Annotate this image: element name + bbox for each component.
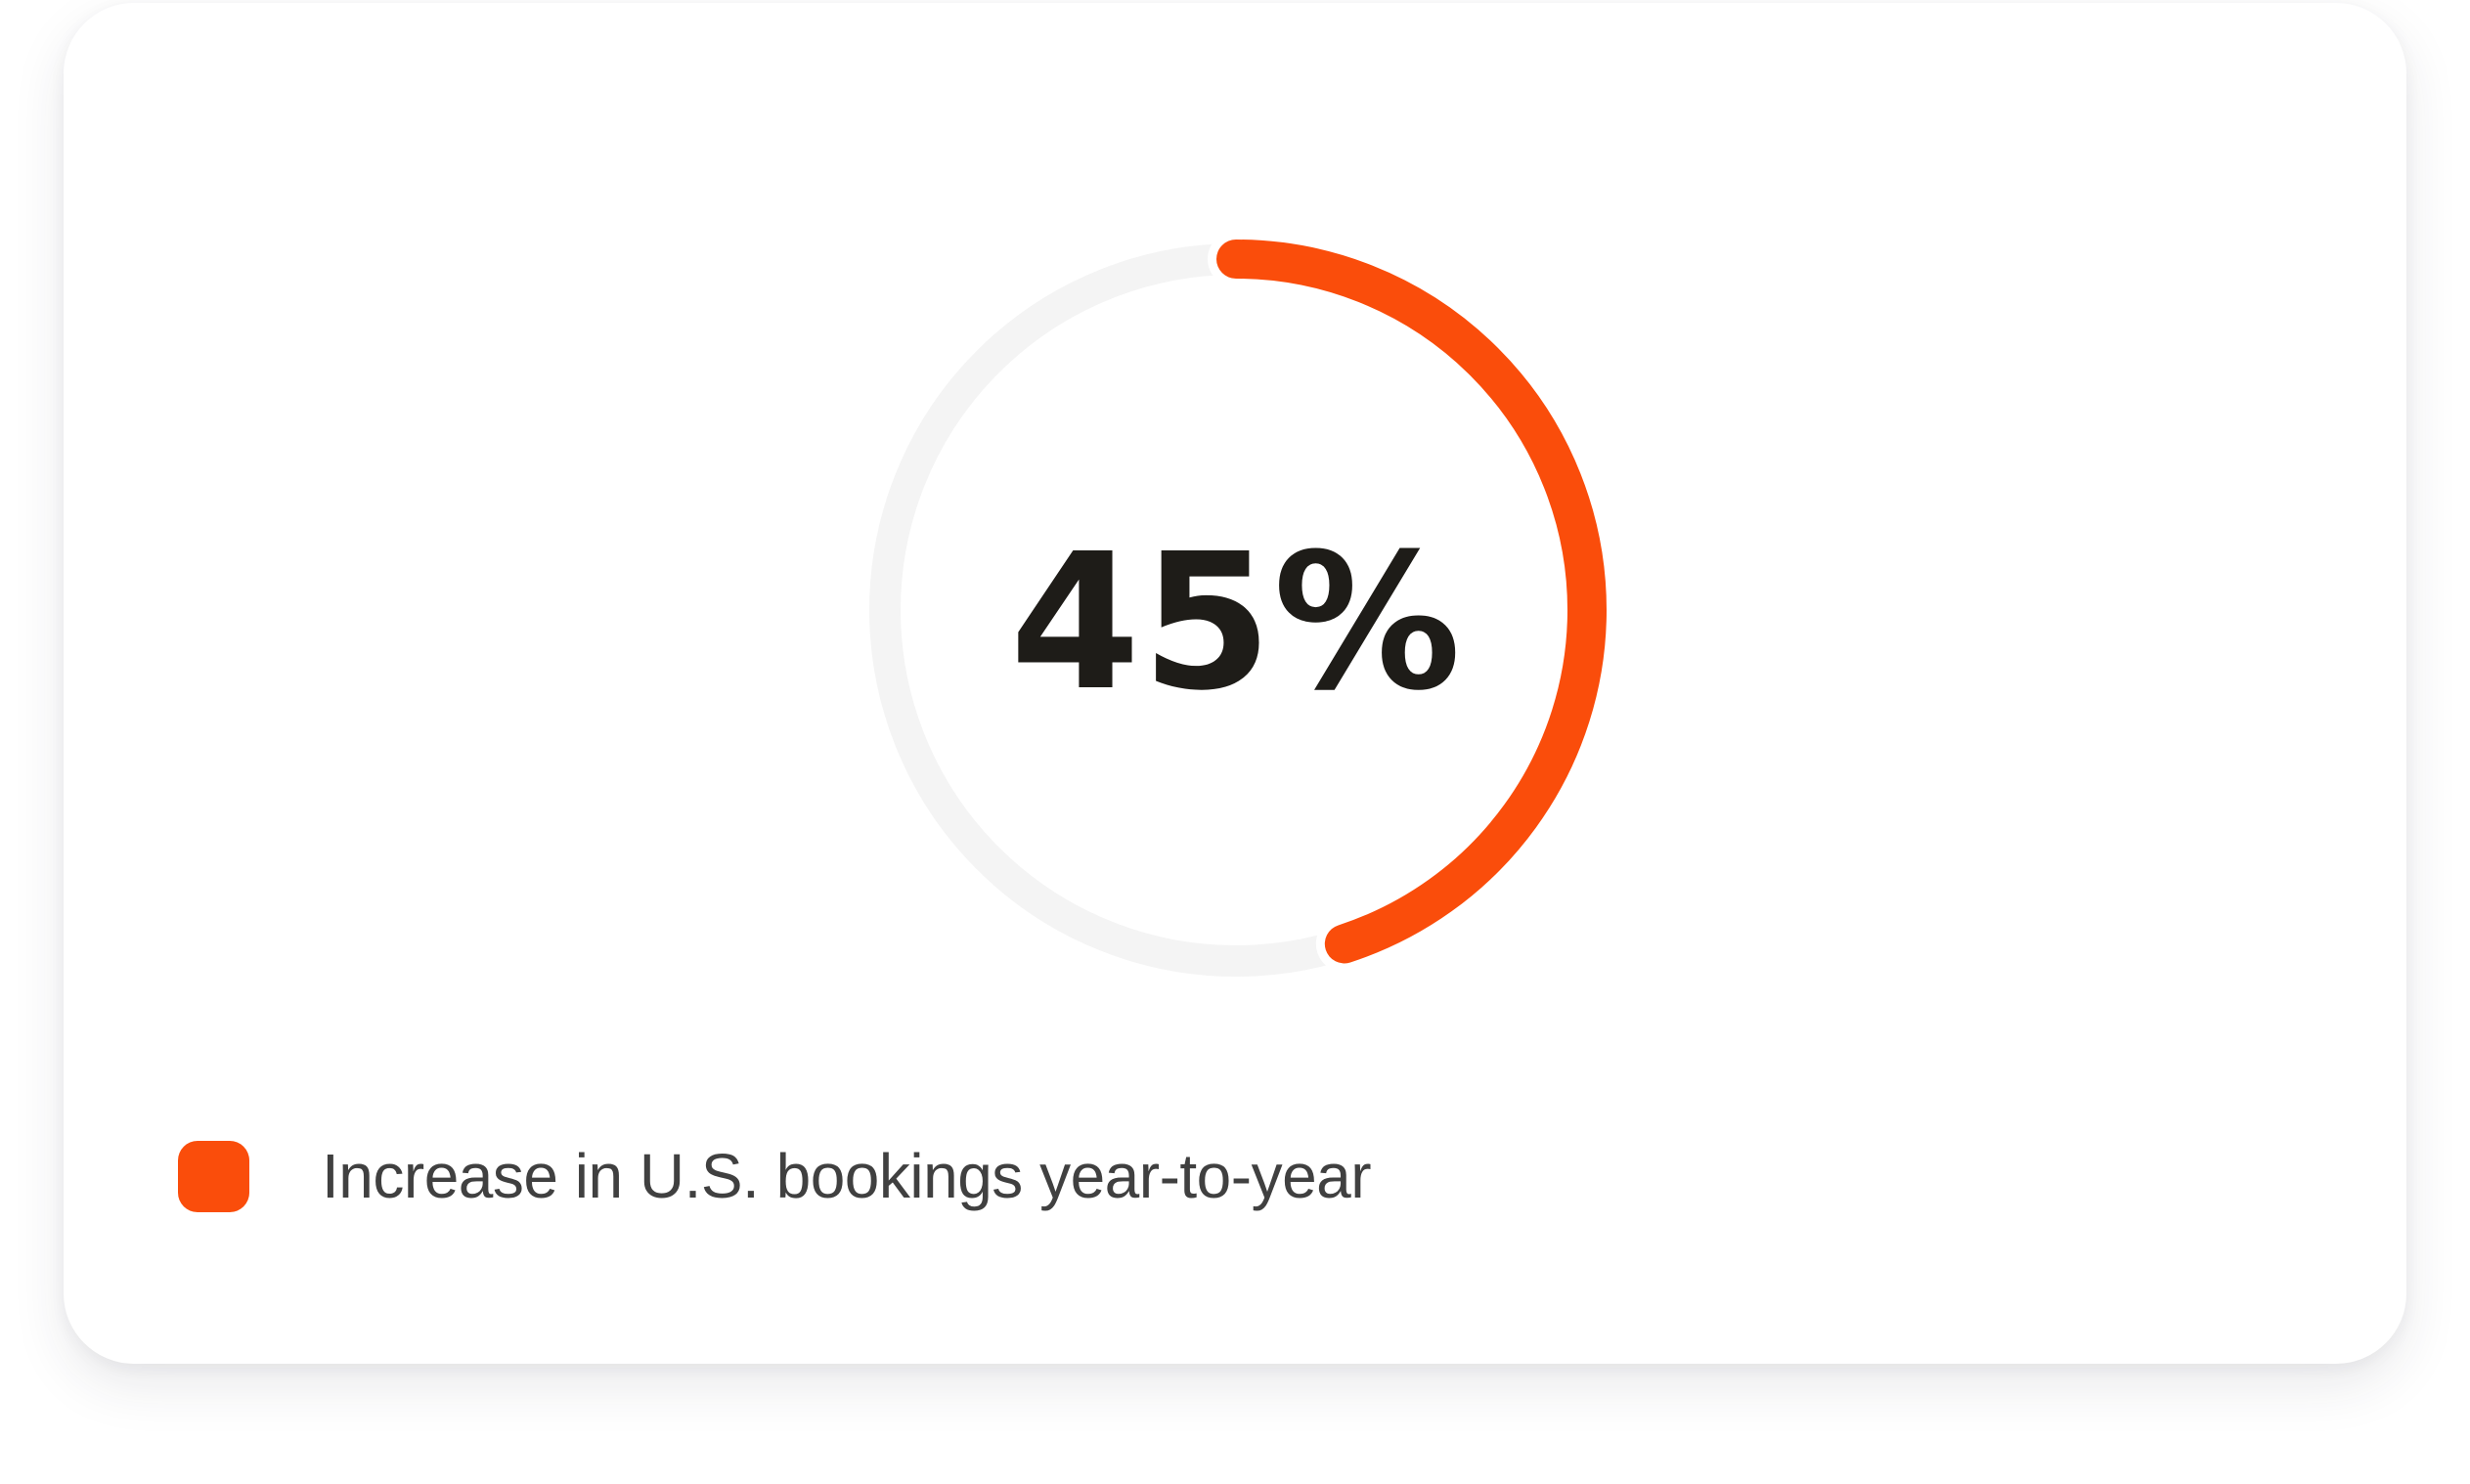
- progress-arc: [865, 240, 1607, 981]
- stat-card: 45% Increase in U.S. bookings year-to-ye…: [64, 3, 2406, 1364]
- donut-chart: 45%: [825, 199, 1647, 1021]
- legend-label: Increase in U.S. bookings year-to-year: [322, 1141, 1372, 1211]
- donut-chart-svg: [857, 231, 1615, 989]
- gauge-center-label: 45%: [1009, 514, 1463, 732]
- legend-swatch: [178, 1141, 249, 1212]
- legend: Increase in U.S. bookings year-to-year: [178, 1141, 1372, 1212]
- gauge-center-label-wrap: 45%: [825, 213, 1647, 1034]
